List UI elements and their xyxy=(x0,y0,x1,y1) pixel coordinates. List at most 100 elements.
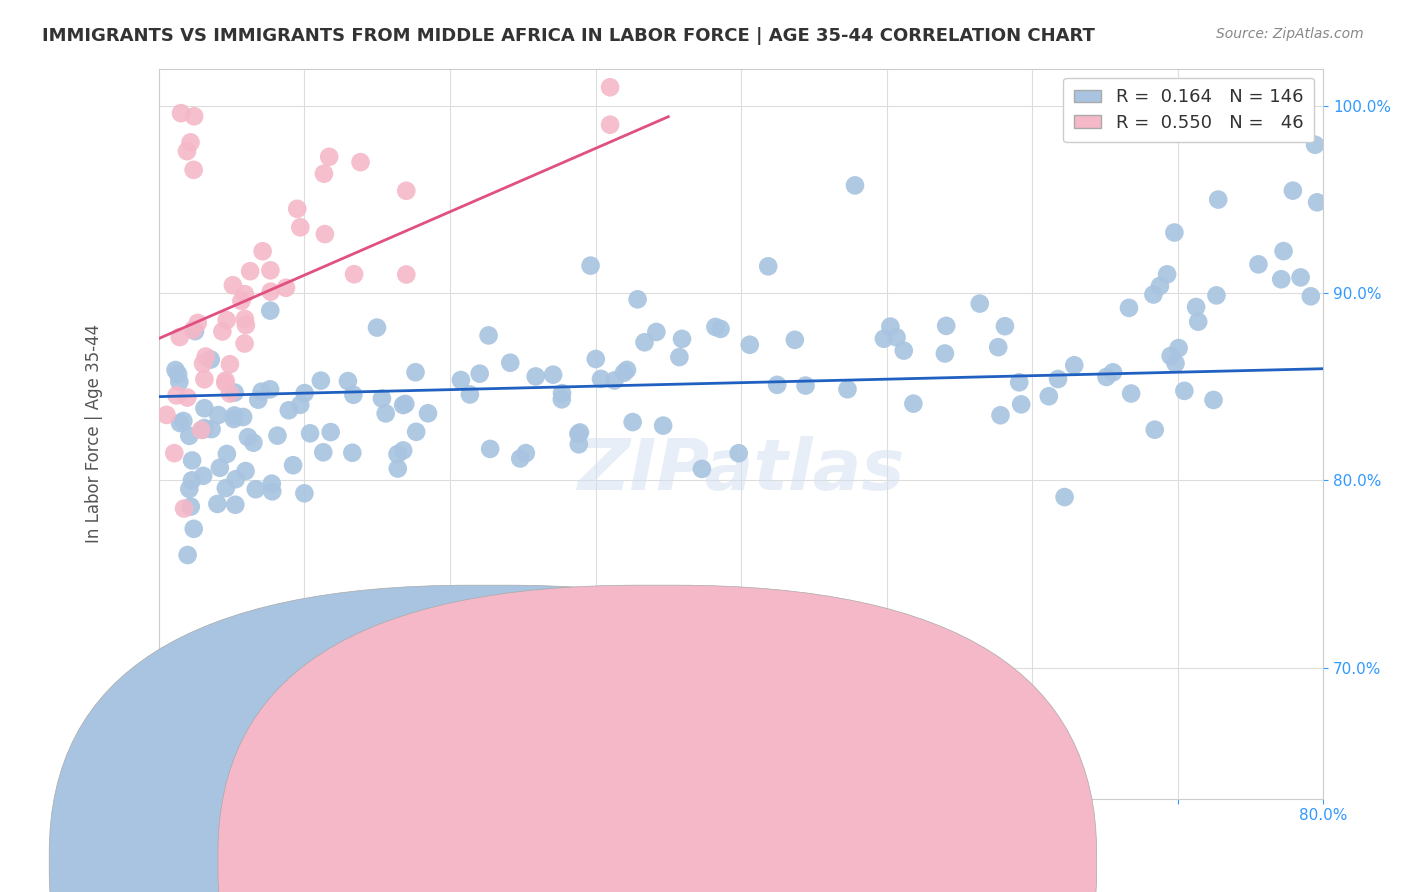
Point xyxy=(200,422,222,436)
Point xyxy=(541,368,564,382)
Point xyxy=(180,500,202,514)
Point xyxy=(207,408,229,422)
Point xyxy=(193,421,215,435)
Text: ZIPatlas: ZIPatlas xyxy=(578,435,904,505)
Point xyxy=(260,476,283,491)
Point xyxy=(165,363,187,377)
Point xyxy=(450,373,472,387)
Point xyxy=(392,398,415,412)
Point xyxy=(416,406,439,420)
Point xyxy=(233,287,256,301)
Point xyxy=(387,461,409,475)
Point xyxy=(468,367,491,381)
Point xyxy=(1063,358,1085,372)
Point xyxy=(312,445,335,459)
Point xyxy=(477,328,499,343)
Point xyxy=(1289,270,1312,285)
Point xyxy=(193,468,215,483)
Point xyxy=(756,260,779,274)
Point xyxy=(934,346,956,360)
Point xyxy=(935,318,957,333)
Point xyxy=(285,202,308,216)
Point xyxy=(599,80,621,95)
Point xyxy=(1205,288,1227,302)
Point xyxy=(312,167,335,181)
Point xyxy=(987,340,1010,354)
Point xyxy=(1038,389,1060,403)
Point xyxy=(166,388,188,402)
Point xyxy=(603,374,626,388)
Point xyxy=(1206,193,1229,207)
Point xyxy=(191,423,214,437)
Point xyxy=(652,418,675,433)
Point xyxy=(343,267,366,281)
Point xyxy=(671,332,693,346)
Point xyxy=(1202,392,1225,407)
Point xyxy=(193,372,215,386)
Point xyxy=(214,374,236,388)
Point xyxy=(292,486,315,500)
Point xyxy=(215,481,238,495)
Point xyxy=(176,548,198,562)
Point xyxy=(187,316,209,330)
Point xyxy=(336,374,359,388)
Point xyxy=(299,426,322,441)
Point xyxy=(262,484,284,499)
Point xyxy=(690,462,713,476)
Point xyxy=(245,482,267,496)
Point xyxy=(1282,184,1305,198)
Point xyxy=(633,335,655,350)
Point xyxy=(170,106,193,120)
Legend: R =  0.164   N = 146, R =  0.550   N =   46: R = 0.164 N = 146, R = 0.550 N = 46 xyxy=(1063,78,1315,143)
Point xyxy=(179,429,201,443)
Point xyxy=(159,670,181,684)
Point xyxy=(568,425,591,440)
Point xyxy=(208,460,231,475)
Point xyxy=(167,368,190,382)
Point xyxy=(1306,195,1329,210)
Point xyxy=(395,184,418,198)
Point xyxy=(994,319,1017,334)
Point xyxy=(259,263,281,277)
Point xyxy=(215,447,238,461)
Point xyxy=(589,372,612,386)
Point xyxy=(1149,279,1171,293)
Point xyxy=(163,446,186,460)
Point xyxy=(172,414,194,428)
Point xyxy=(366,320,388,334)
Point xyxy=(613,366,636,380)
Point xyxy=(181,323,204,337)
Point xyxy=(1143,423,1166,437)
Point xyxy=(1163,226,1185,240)
Point xyxy=(318,150,340,164)
Point xyxy=(990,409,1012,423)
Point xyxy=(371,392,394,406)
Point xyxy=(225,472,247,486)
Point xyxy=(794,378,817,392)
Point xyxy=(290,220,312,235)
Point xyxy=(259,382,281,396)
Point xyxy=(585,351,607,366)
Point xyxy=(231,293,253,308)
Point xyxy=(1118,301,1140,315)
Point xyxy=(499,356,522,370)
Point xyxy=(219,386,242,401)
Y-axis label: In Labor Force | Age 35-44: In Labor Force | Age 35-44 xyxy=(86,324,103,543)
Point xyxy=(766,377,789,392)
Point xyxy=(392,443,415,458)
Point xyxy=(1164,356,1187,370)
Point xyxy=(342,446,364,460)
Point xyxy=(319,425,342,439)
Point xyxy=(235,318,257,332)
Point xyxy=(314,227,336,241)
Point xyxy=(1010,397,1032,411)
Point xyxy=(727,446,749,460)
Text: Immigrants: Immigrants xyxy=(520,854,607,868)
Point xyxy=(252,244,274,259)
Point xyxy=(1119,386,1142,401)
Point xyxy=(599,118,621,132)
Point xyxy=(266,428,288,442)
Point xyxy=(1008,376,1031,390)
Point xyxy=(211,325,233,339)
Point xyxy=(1160,349,1182,363)
